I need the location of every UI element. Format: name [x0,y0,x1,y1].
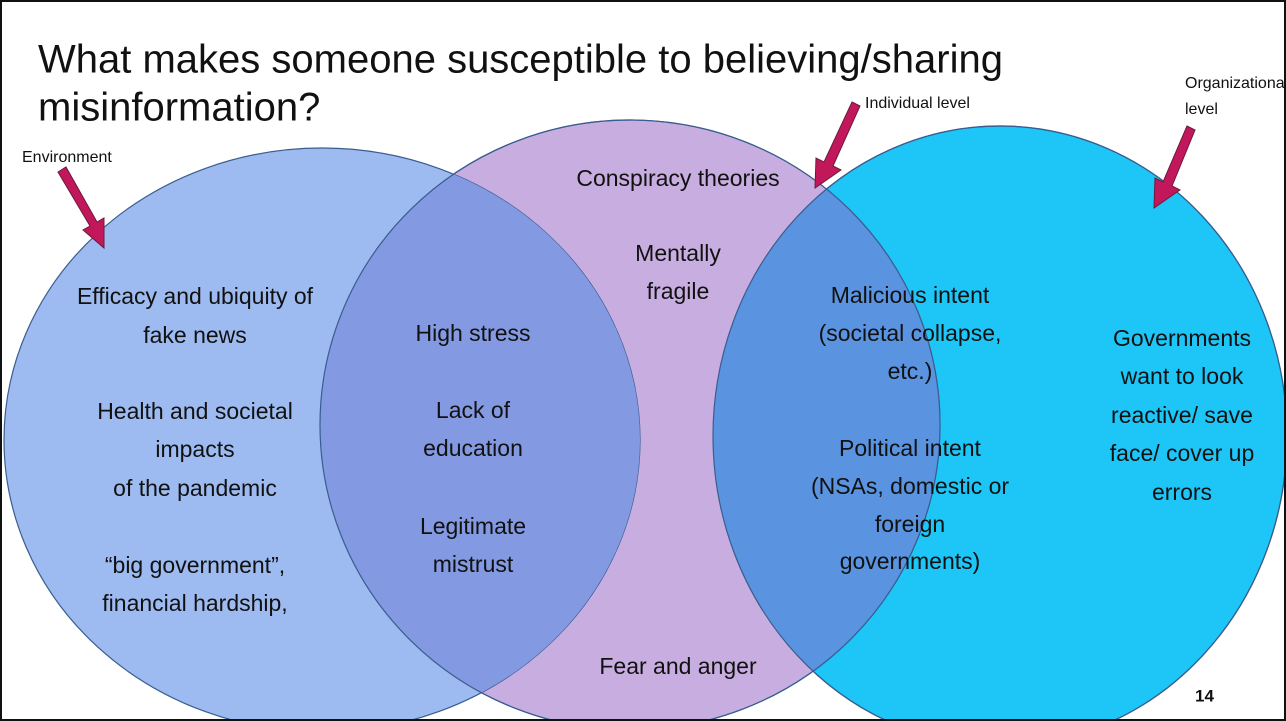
region-text: Political intent [839,435,982,461]
region-text: Mentally [635,240,721,266]
label: Environment [22,149,112,166]
arrows [57,101,1196,250]
region-text: governments) [840,548,981,574]
region-text: Conspiracy theories [576,165,779,191]
region-text: Legitimate [420,513,526,539]
region-text: etc.) [888,358,933,384]
region-text: “big government”, [105,552,285,578]
page-number: 14 [1195,686,1214,705]
region-text: want to look [1120,363,1244,389]
region-text: impacts [155,436,234,462]
label: Individual level [865,95,970,112]
arrow [1153,125,1196,209]
region-text: of the pandemic [113,475,277,501]
region-text: foreign [875,511,945,537]
region-text: financial hardship, [102,590,287,616]
region-text: reactive/ save [1111,402,1253,428]
label: level [1185,101,1218,118]
circle-outline [319,119,941,721]
arrow [814,101,861,189]
region-text: Efficacy and ubiquity of [77,283,314,309]
region-text: face/ cover up [1110,440,1254,466]
region-text: Lack of [436,397,511,423]
region-text: Governments [1113,325,1251,351]
title: misinformation? [38,86,320,130]
region-text: fragile [647,278,710,304]
region-text: (NSAs, domestic or [811,473,1009,499]
label: Organizational [1185,75,1286,92]
region-text: Malicious intent [831,282,990,308]
region-text: errors [1152,479,1212,505]
overlap-environment-individual [320,148,640,721]
region-text: Health and societal [97,398,293,424]
circle-outline [712,125,1286,721]
region-text: Fear and anger [599,653,757,679]
title: What makes someone susceptible to believ… [38,38,1003,82]
region-text: fake news [143,322,247,348]
region-text: (societal collapse, [819,320,1002,346]
region-text: High stress [415,320,530,346]
region-text: education [423,435,523,461]
region-text: mistrust [433,551,514,577]
overlap-individual-organizational [713,126,940,721]
arrow [57,166,105,250]
